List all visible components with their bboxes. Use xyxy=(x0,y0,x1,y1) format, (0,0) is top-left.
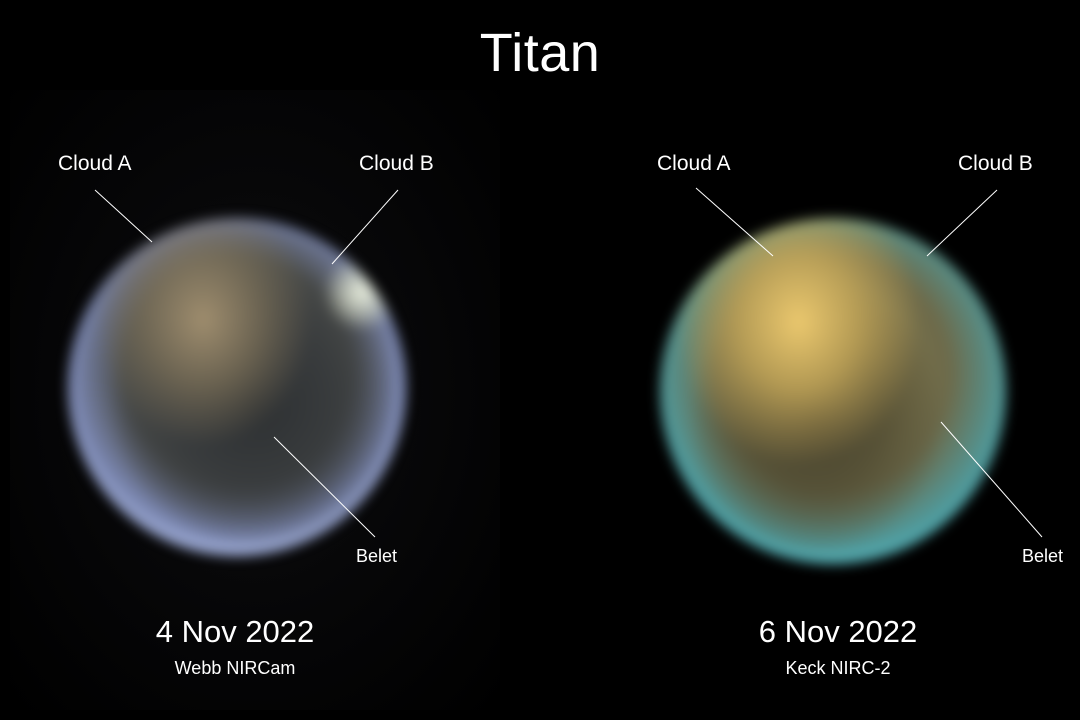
webb-cloud-a-label: Cloud A xyxy=(58,152,132,175)
keck-cloud-b-label: Cloud B xyxy=(958,152,1033,175)
leader-line-keck-cloud-a xyxy=(695,187,774,257)
webb-belet-label: Belet xyxy=(356,546,398,566)
keck-instrument: Keck NIRC-2 xyxy=(785,658,891,678)
keck-belet-label: Belet xyxy=(1022,546,1064,566)
webb-date: 4 Nov 2022 xyxy=(155,614,315,649)
leader-line-webb-cloud-a xyxy=(94,189,153,243)
titan-webb-image xyxy=(68,218,406,556)
figure-title: Titan xyxy=(479,23,601,83)
leader-line-keck-cloud-b xyxy=(926,189,998,257)
titan-keck-image xyxy=(660,218,1006,564)
leader-line-webb-cloud-b xyxy=(331,189,399,265)
keck-cloud-a-label: Cloud A xyxy=(657,152,731,175)
webb-cloud-b-label: Cloud B xyxy=(359,152,434,175)
leader-line-webb-belet xyxy=(273,436,376,538)
leader-line-keck-belet xyxy=(940,421,1043,538)
webb-instrument: Webb NIRCam xyxy=(174,658,296,678)
keck-date: 6 Nov 2022 xyxy=(758,614,918,649)
